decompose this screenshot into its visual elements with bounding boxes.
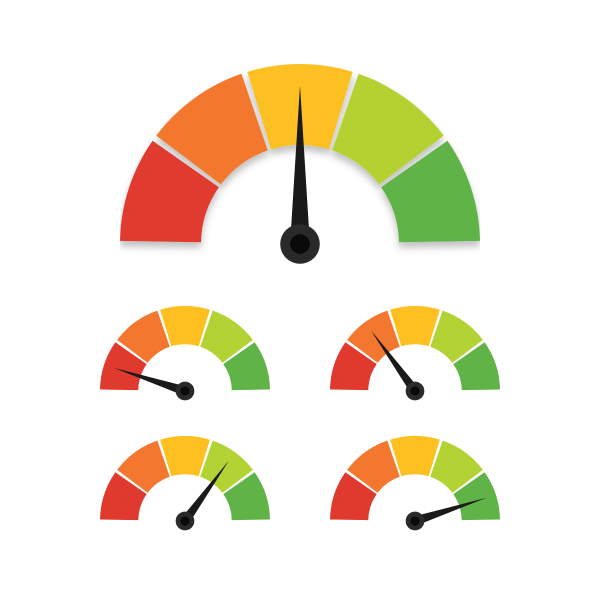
needle-hub-inner — [290, 234, 310, 254]
gauge-medium-high — [100, 436, 270, 536]
gauge-low — [100, 306, 270, 406]
gauge-segment — [390, 306, 440, 346]
gauge-medium-low — [330, 306, 500, 406]
needle-hub-inner — [410, 386, 419, 395]
needle-hub-inner — [410, 517, 419, 526]
gauge-high — [330, 436, 500, 536]
small-gauges-row-2 — [100, 436, 500, 536]
needle-hub-inner — [180, 386, 189, 395]
small-gauges-row-1 — [100, 306, 500, 406]
gauge-segment — [160, 306, 210, 346]
needle-hub-inner — [180, 517, 189, 526]
gauge-main — [120, 64, 480, 276]
gauge-segment — [160, 436, 210, 476]
main-gauge-container — [120, 64, 480, 276]
gauge-segment — [390, 436, 440, 476]
